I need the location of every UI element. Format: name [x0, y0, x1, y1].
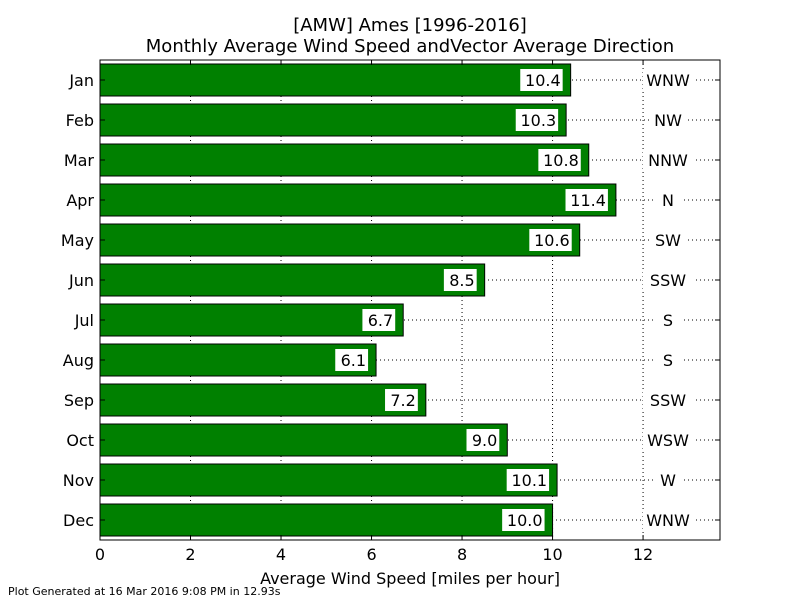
direction-label-background [643, 270, 693, 290]
y-tick-label-may: May [61, 231, 94, 250]
y-tick-label-jun: Jun [68, 271, 94, 290]
y-tick-label-oct: Oct [66, 431, 94, 450]
x-tick-label: 10 [542, 545, 562, 564]
direction-label-background [643, 70, 693, 90]
direction-label-background [655, 470, 681, 490]
bar-mar [99, 143, 590, 177]
direction-label-feb: NW [654, 111, 682, 130]
direction-label-background [655, 310, 681, 330]
value-label-background [502, 509, 545, 531]
chart-title: [AMW] Ames [1996-2016] [293, 15, 527, 36]
bar-jul [99, 303, 404, 337]
bar-jan [99, 63, 572, 97]
x-axis-label: Average Wind Speed [miles per hour] [260, 569, 560, 588]
value-label-background [335, 349, 369, 371]
y-tick-label-dec: Dec [63, 511, 94, 530]
x-tick-label: 2 [185, 545, 195, 564]
chart-subtitle: Monthly Average Wind Speed andVector Ave… [145, 36, 675, 57]
x-tick-label: 0 [95, 545, 105, 564]
direction-label-aug: S [663, 351, 673, 370]
value-label-dec: 10.0 [507, 511, 543, 530]
bar-feb [99, 103, 567, 137]
direction-label-apr: N [662, 191, 674, 210]
value-label-background [506, 469, 550, 491]
value-label-background [565, 189, 608, 211]
y-tick-label-mar: Mar [64, 151, 95, 170]
y-tick-label-nov: Nov [63, 471, 94, 490]
direction-label-oct: WSW [647, 431, 689, 450]
value-label-background [385, 389, 418, 411]
value-label-jan: 10.4 [525, 71, 561, 90]
x-tick-label: 4 [276, 545, 286, 564]
direction-label-nov: W [660, 471, 676, 490]
value-label-mar: 10.8 [543, 151, 579, 170]
value-label-background [466, 429, 500, 451]
direction-label-jul: S [663, 311, 673, 330]
value-label-sep: 7.2 [390, 391, 415, 410]
value-label-background [529, 229, 572, 251]
direction-label-jan: WNW [646, 71, 690, 90]
direction-label-background [643, 390, 693, 410]
y-tick-label-jan: Jan [68, 71, 94, 90]
direction-label-background [643, 430, 693, 450]
bar-aug [99, 343, 377, 377]
y-tick-label-sep: Sep [64, 391, 94, 410]
x-tick-label: 6 [366, 545, 376, 564]
value-label-feb: 10.3 [521, 111, 557, 130]
bar-apr [99, 183, 617, 217]
direction-label-background [643, 150, 693, 170]
direction-label-background [643, 510, 693, 530]
y-tick-label-jul: Jul [74, 311, 94, 330]
value-label-background [443, 269, 477, 291]
direction-label-mar: NNW [648, 151, 688, 170]
footer-text: Plot Generated at 16 Mar 2016 9:08 PM in… [8, 585, 281, 598]
value-label-may: 10.6 [534, 231, 570, 250]
value-label-background [515, 109, 559, 131]
value-label-background [362, 309, 396, 331]
bar-may [99, 223, 581, 257]
y-tick-label-aug: Aug [63, 351, 94, 370]
bar-oct [99, 423, 508, 457]
value-label-apr: 11.4 [570, 191, 606, 210]
value-label-background [538, 149, 581, 171]
value-label-nov: 10.1 [511, 471, 547, 490]
bar-jun [99, 263, 486, 297]
value-label-jul: 6.7 [368, 311, 393, 330]
value-label-aug: 6.1 [341, 351, 366, 370]
direction-label-background [649, 230, 687, 250]
x-tick-label: 8 [457, 545, 467, 564]
bar-nov [99, 463, 558, 497]
value-label-oct: 9.0 [472, 431, 497, 450]
bar-sep [99, 383, 427, 417]
direction-label-dec: WNW [646, 511, 690, 530]
direction-label-jun: SSW [650, 271, 686, 290]
y-tick-label-apr: Apr [66, 191, 94, 210]
direction-label-background [655, 350, 681, 370]
value-label-background [520, 69, 563, 91]
direction-label-sep: SSW [650, 391, 686, 410]
bar-dec [99, 503, 554, 537]
x-tick-label: 12 [633, 545, 653, 564]
direction-label-background [649, 110, 687, 130]
plot-frame [99, 59, 721, 541]
direction-label-may: SW [655, 231, 681, 250]
value-label-jun: 8.5 [449, 271, 474, 290]
y-tick-label-feb: Feb [66, 111, 94, 130]
direction-label-background [655, 190, 681, 210]
